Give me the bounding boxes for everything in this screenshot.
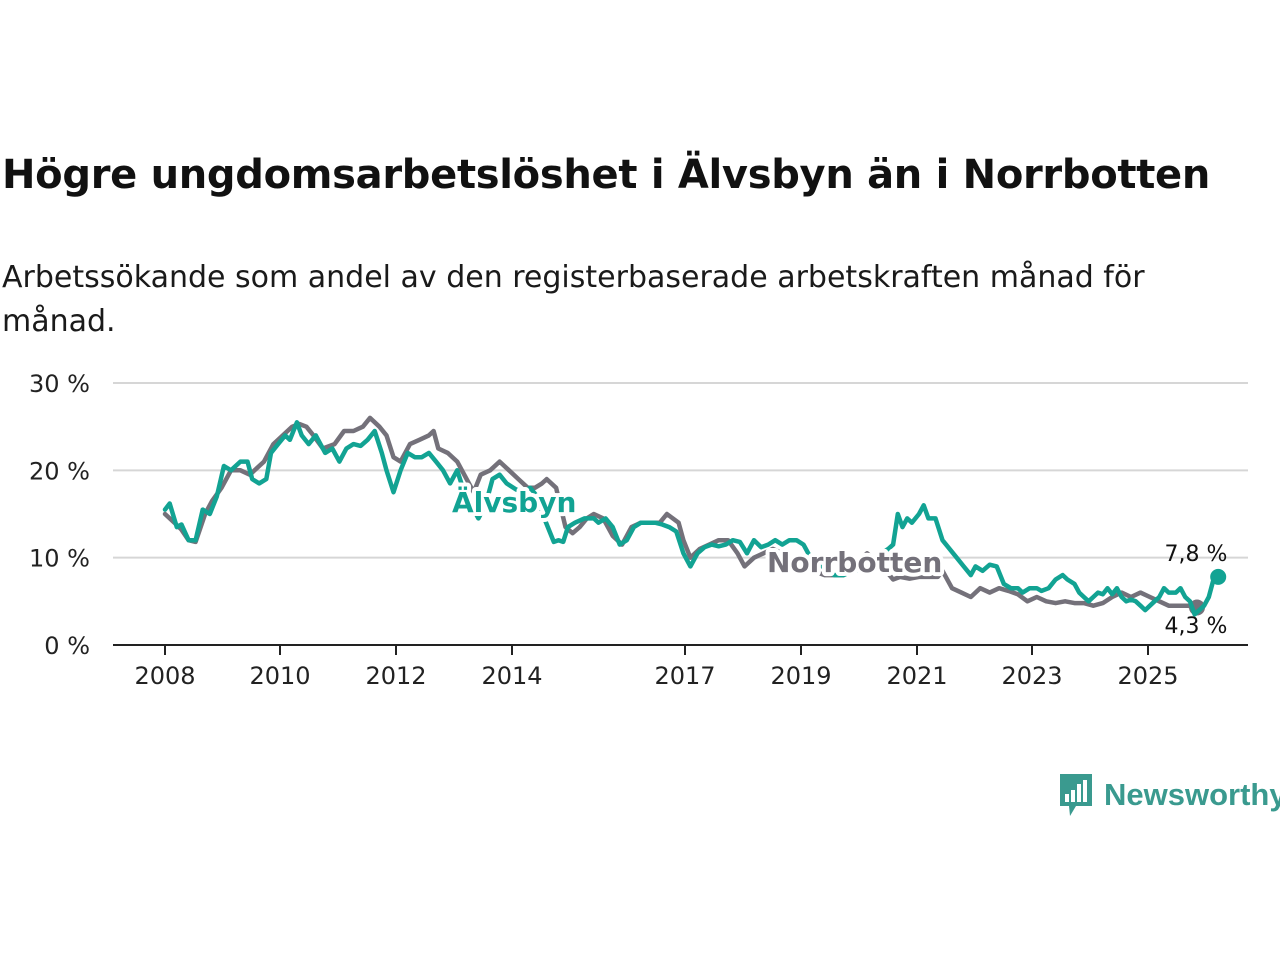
- newsworthy-logo-icon: [1060, 774, 1092, 816]
- x-tick-label: 2012: [365, 662, 426, 690]
- x-tick-label: 2023: [1001, 662, 1062, 690]
- y-tick-label: 10 %: [29, 545, 90, 573]
- newsworthy-logo-text: Newsworthy: [1104, 777, 1280, 812]
- series-label-norrbotten-halo: Norrbotten: [767, 546, 942, 579]
- chart-subtitle: Arbetssökande som andel av den registerb…: [2, 260, 1145, 339]
- newsworthy-logo: Newsworthy: [1058, 772, 1280, 818]
- series-end-dot: [1210, 568, 1227, 585]
- x-tick-label: 2014: [481, 662, 542, 690]
- end-value-label-alvsbyn: 7,8 %: [1165, 542, 1228, 567]
- end-value-label-norrbotten: 4,3 %: [1165, 614, 1228, 639]
- series-line-alvsbyn: [162, 420, 1221, 617]
- y-tick-label: 30 %: [29, 370, 90, 398]
- x-tick-label: 2008: [134, 662, 195, 690]
- x-tick-label: 2021: [886, 662, 947, 690]
- series-label-norrbotten: Norrbotten: [767, 546, 942, 579]
- x-tick-label: 2010: [249, 662, 310, 690]
- series-label-alvsbyn: Älvsbyn: [452, 485, 576, 519]
- y-tick-label: 20 %: [29, 457, 90, 485]
- y-tick-label: 0 %: [44, 632, 90, 660]
- x-tick-label: 2019: [770, 662, 831, 690]
- x-tick-label: 2025: [1117, 662, 1178, 690]
- series-label-alvsbyn-halo: Älvsbyn: [452, 485, 576, 519]
- x-tick-label: 2017: [654, 662, 715, 690]
- chart-title: Högre ungdomsarbetslöshet i Älvsbyn än i…: [2, 152, 1211, 198]
